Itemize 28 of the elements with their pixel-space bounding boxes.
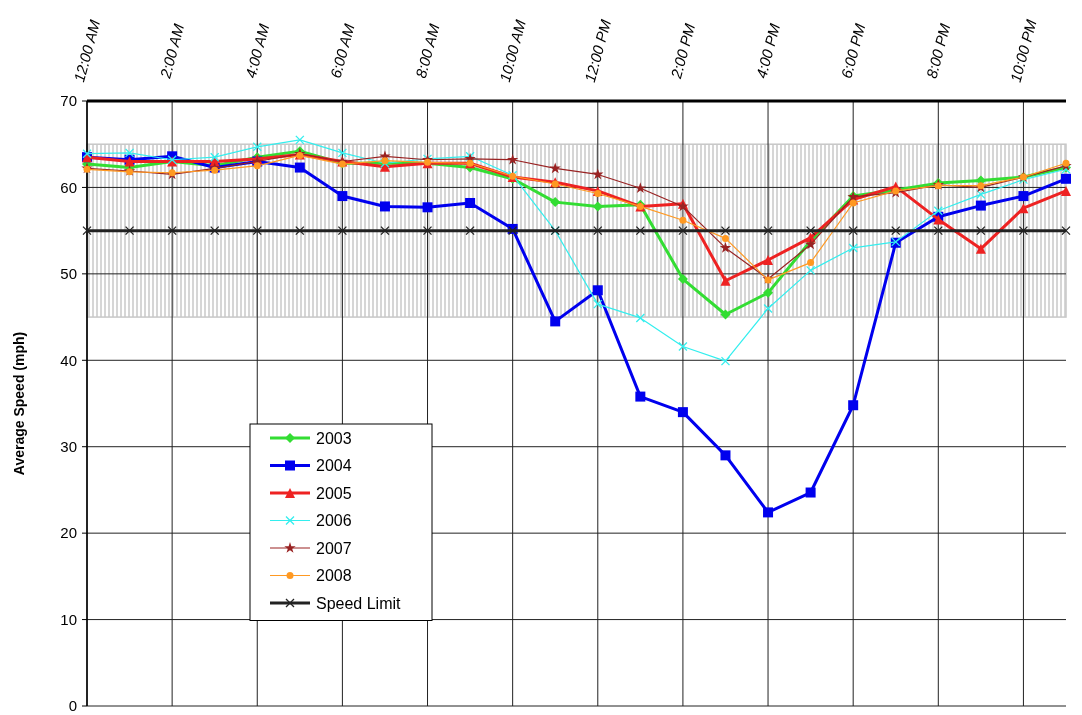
- y-tick-label: 40: [60, 351, 77, 369]
- x-tick-label: 12:00 PM: [581, 17, 615, 85]
- x-tick-label: 6:00 AM: [326, 21, 358, 80]
- x-tick-label: 10:00 AM: [495, 17, 529, 84]
- legend-label: 2007: [316, 539, 352, 557]
- y-tick-label: 20: [60, 524, 77, 542]
- x-tick-label: 2:00 AM: [156, 21, 188, 81]
- legend-label: 2008: [316, 567, 352, 585]
- x-tick-label: 4:00 PM: [752, 21, 784, 81]
- x-tick-label: 12:00 AM: [70, 17, 104, 84]
- y-tick-label: 70: [60, 92, 77, 110]
- legend-label: 2006: [316, 512, 352, 530]
- legend-label: 2005: [316, 484, 352, 502]
- x-tick-label: 6:00 PM: [837, 21, 869, 81]
- x-tick-label: 10:00 PM: [1006, 17, 1040, 85]
- y-tick-label: 30: [60, 437, 77, 455]
- legend-label: 2004: [316, 457, 352, 475]
- legend-label: Speed Limit: [316, 594, 402, 612]
- legend-label: 2003: [316, 429, 352, 447]
- x-tick-label: 2:00 PM: [666, 21, 699, 82]
- y-tick-label: 0: [68, 697, 77, 715]
- y-tick-label: 50: [60, 265, 77, 283]
- y-tick-label: 10: [60, 610, 77, 628]
- x-tick-label: 4:00 AM: [241, 21, 273, 80]
- y-tick-label: 60: [60, 178, 77, 196]
- y-axis-title: Average Speed (mph): [11, 331, 27, 476]
- x-tick-label: 8:00 AM: [411, 21, 443, 80]
- x-tick-label: 8:00 PM: [922, 21, 954, 81]
